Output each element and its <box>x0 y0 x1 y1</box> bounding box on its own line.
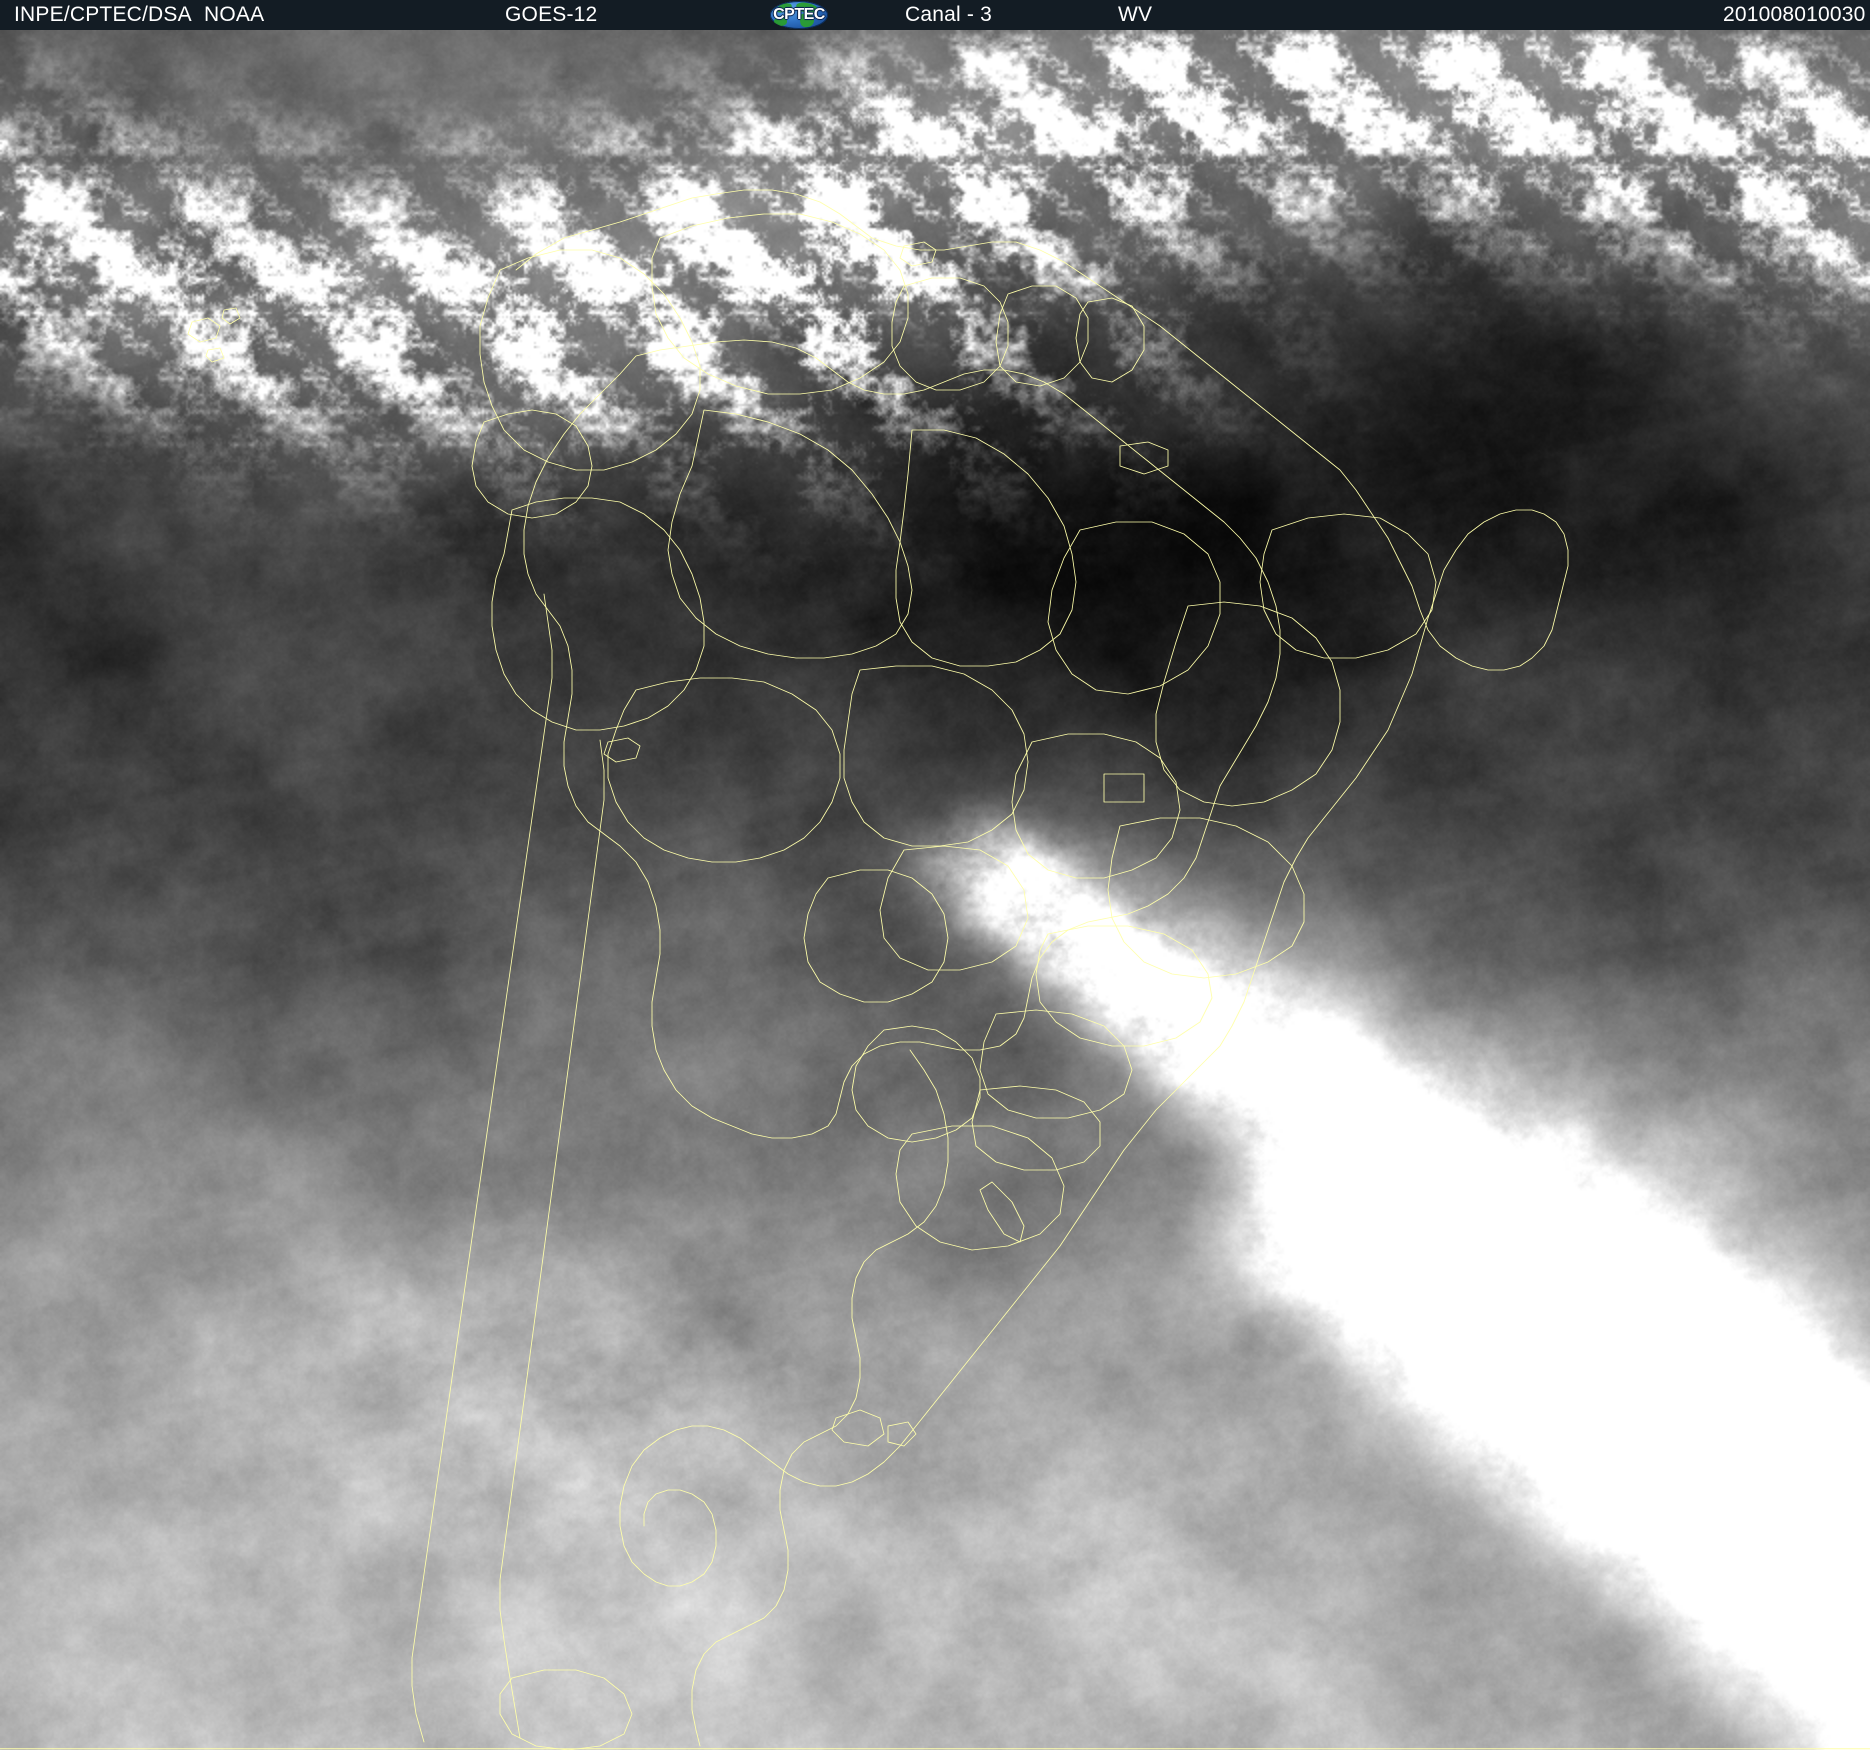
logo-landmass <box>774 17 787 26</box>
water-vapor-imagery-canvas <box>0 30 1870 1750</box>
operator-label: NOAA <box>204 3 265 26</box>
timestamp-label: 201008010030 <box>1723 3 1866 26</box>
cptec-logo-icon: CPTEC <box>770 1 828 29</box>
agency-label: INPE/CPTEC/DSA <box>14 3 192 26</box>
band-label: WV <box>1118 3 1153 26</box>
channel-label: Canal - 3 <box>905 3 993 26</box>
logo-text: CPTEC <box>773 6 825 23</box>
satellite-label: GOES-12 <box>505 3 598 26</box>
satellite-image <box>0 30 1870 1750</box>
image-header-bar: INPE/CPTEC/DSA NOAA GOES-12 CPTEC Canal … <box>0 0 1870 30</box>
